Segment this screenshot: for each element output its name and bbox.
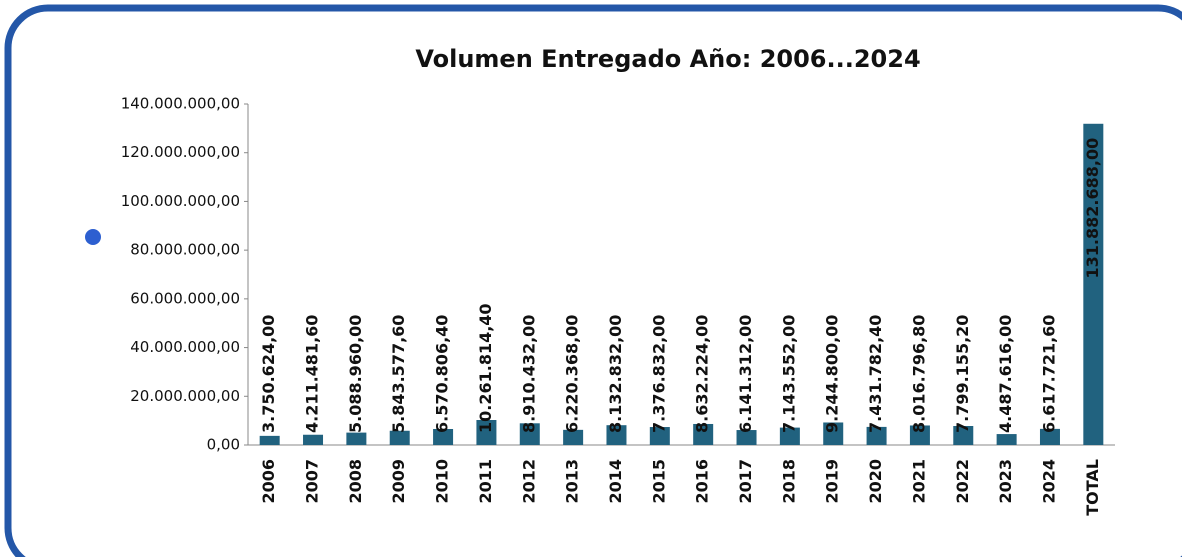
x-tick-label: 2019: [823, 459, 842, 504]
value-label: 6.617.721,60: [1039, 315, 1058, 433]
y-tick-label: 0,00: [207, 436, 240, 454]
x-tick-label: 2021: [909, 459, 928, 504]
bar: [649, 427, 670, 445]
value-label: 4.211.481,60: [303, 315, 322, 433]
x-tick-label: 2024: [1039, 459, 1058, 504]
x-tick-label: 2013: [563, 459, 582, 504]
bar: [736, 430, 757, 445]
x-tick-label: 2017: [736, 459, 755, 504]
bar: [389, 430, 410, 445]
y-tick-label: 120.000.000,00: [121, 143, 240, 161]
value-label: 131.882.688,00: [1083, 138, 1102, 279]
value-label: 6.141.312,00: [736, 315, 755, 433]
bar: [953, 426, 974, 445]
x-tick-label: 2009: [389, 459, 408, 504]
bar: [303, 434, 324, 445]
x-tick-label: 2020: [866, 459, 885, 504]
x-tick-label: 2016: [693, 459, 712, 504]
bar: [1083, 123, 1104, 445]
x-tick-label: 2014: [606, 459, 625, 504]
x-tick-label: 2008: [346, 459, 365, 504]
value-label: 6.570.806,40: [433, 315, 452, 433]
bar: [433, 428, 454, 445]
value-label: 6.220.368,00: [563, 315, 582, 433]
bar: [823, 422, 844, 445]
value-label: 8.910.432,00: [519, 315, 538, 433]
value-label: 8.632.224,00: [693, 315, 712, 433]
value-label: 8.016.796,80: [909, 315, 928, 433]
y-tick-label: 60.000.000,00: [130, 289, 240, 307]
x-tick-label: 2010: [433, 459, 452, 504]
y-tick-label: 100.000.000,00: [121, 192, 240, 210]
x-tick-label: 2007: [303, 459, 322, 504]
bar: [563, 429, 584, 445]
y-tick-label: 140.000.000,00: [121, 95, 240, 113]
bar: [519, 423, 540, 445]
value-label: 3.750.624,00: [259, 315, 278, 433]
value-label: 9.244.800,00: [823, 315, 842, 433]
value-label: 7.799.155,20: [953, 315, 972, 433]
x-tick-label: 2015: [649, 459, 668, 504]
bar: [259, 435, 280, 445]
bar: [476, 420, 497, 445]
value-label: 4.487.616,00: [996, 315, 1015, 433]
x-tick-label: 2018: [779, 459, 798, 504]
bar: [346, 432, 367, 445]
x-tick-label: 2012: [519, 459, 538, 504]
value-label: 7.431.782,40: [866, 315, 885, 433]
bar: [779, 427, 800, 445]
value-label: 5.843.577,60: [389, 315, 408, 433]
value-label: 7.143.552,00: [779, 315, 798, 433]
x-tick-label: 2023: [996, 459, 1015, 504]
y-tick-label: 20.000.000,00: [130, 387, 240, 405]
bar: [996, 434, 1017, 445]
bar: [1039, 428, 1060, 445]
chart-title: Volumen Entregado Año: 2006...2024: [415, 45, 920, 73]
value-label: 8.132.832,00: [606, 315, 625, 433]
bar: [693, 423, 714, 445]
x-tick-label: 2022: [953, 459, 972, 504]
value-label: 7.376.832,00: [649, 315, 668, 433]
bar: [909, 425, 930, 445]
y-tick-label: 80.000.000,00: [130, 241, 240, 259]
x-tick-label: TOTAL: [1083, 459, 1102, 516]
value-label: 5.088.960,00: [346, 315, 365, 433]
y-tick-label: 40.000.000,00: [130, 338, 240, 356]
value-label: 10.261.814,40: [476, 303, 495, 433]
frame: [4, 4, 1182, 557]
dot: [85, 229, 101, 245]
x-tick-label: 2011: [476, 459, 495, 504]
x-tick-label: 2006: [259, 459, 278, 504]
bar: [606, 425, 627, 445]
bar: [866, 426, 887, 445]
